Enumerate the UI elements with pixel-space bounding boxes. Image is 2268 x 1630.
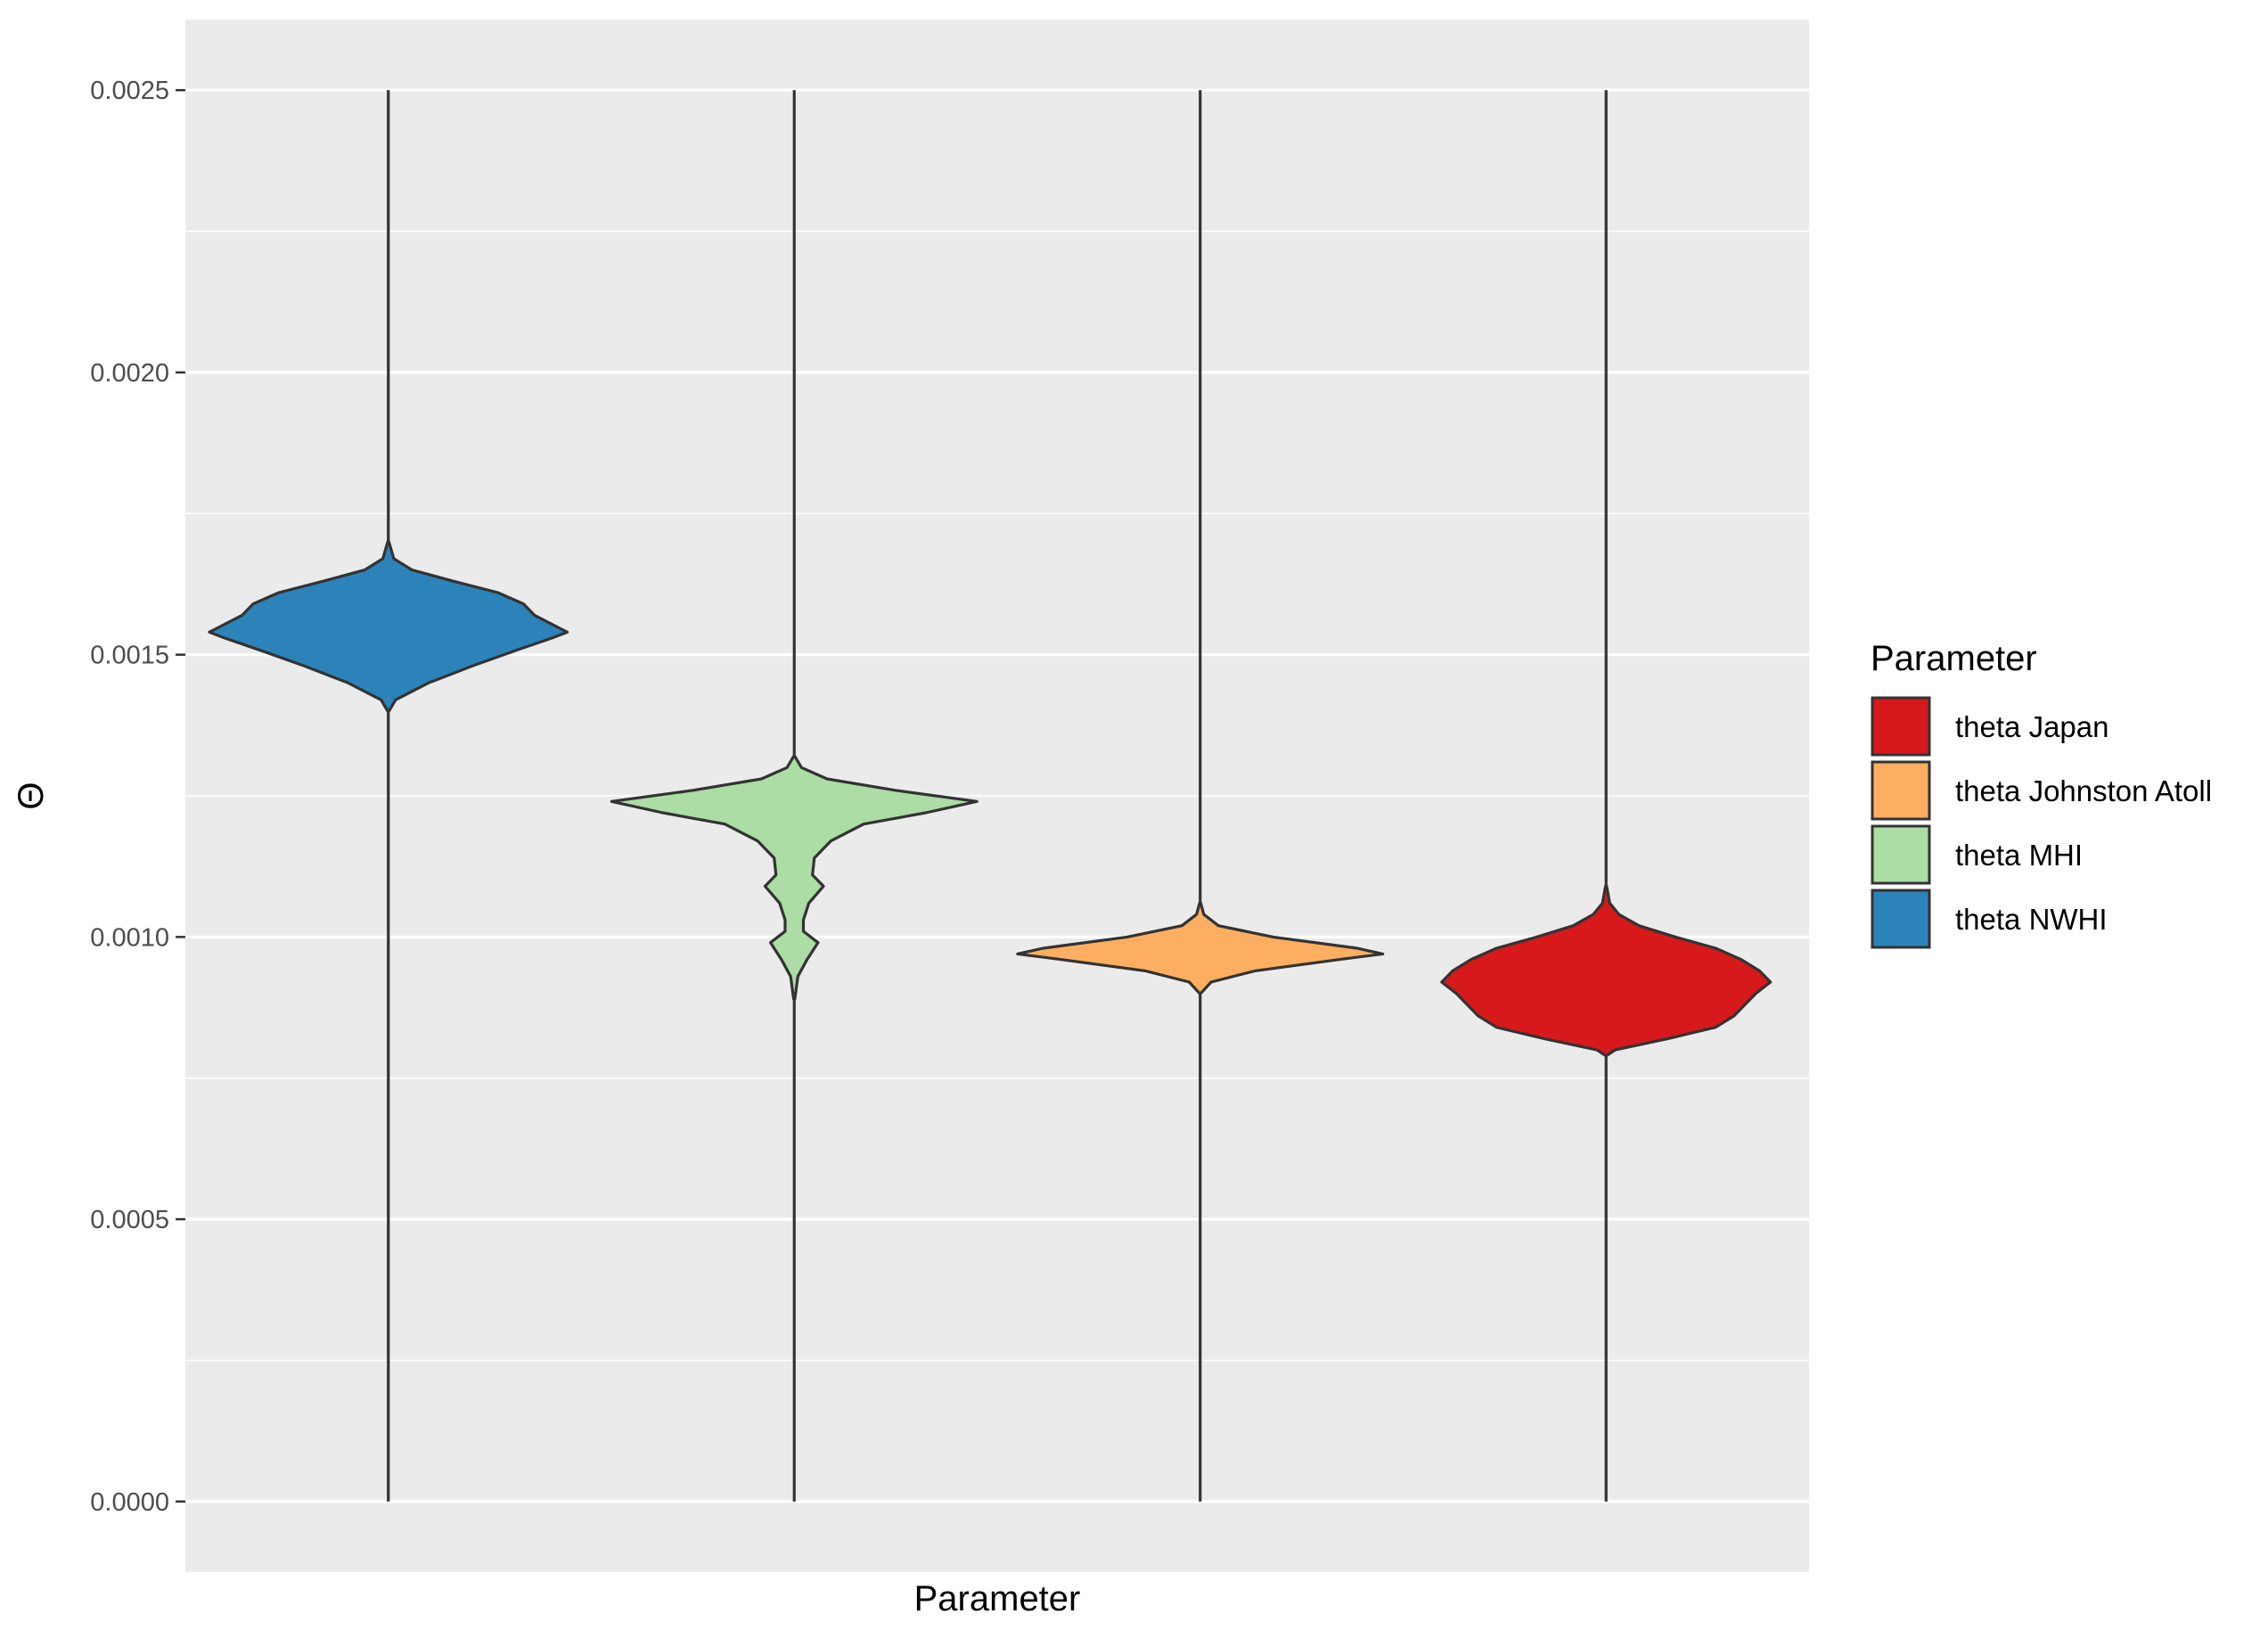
legend: Parameter theta Japan theta Johnston Atol… (1871, 639, 2212, 949)
y-axis-title: Θ (12, 782, 51, 809)
violin-theta-nwhi (208, 90, 569, 1502)
legend-swatch (1871, 889, 1931, 949)
violin-theta-japan (1440, 90, 1773, 1502)
y-tick-label: 0.0010 (90, 923, 169, 952)
y-tick-label: 0.0000 (90, 1488, 169, 1517)
legend-label: theta Japan (1955, 710, 2108, 743)
legend-swatch (1871, 696, 1931, 757)
violin-body (1016, 901, 1385, 995)
legend-label: theta Johnston Atoll (1955, 774, 2212, 807)
y-axis: 0.0000 0.0005 0.0010 0.0015 0.0020 0.0025 (90, 77, 185, 1517)
legend-title: Parameter (1871, 639, 2037, 678)
violin-theta-johnston-atoll (1016, 90, 1385, 1502)
minor-gridlines (185, 230, 1809, 1362)
y-tick-label: 0.0005 (90, 1206, 169, 1234)
violin-body (610, 755, 978, 1001)
y-tick-label: 0.0020 (90, 359, 169, 388)
y-tick-label: 0.0015 (90, 642, 169, 670)
legend-label: theta NWHI (1955, 903, 2108, 936)
violins (208, 90, 1773, 1502)
violin-theta-mhi (610, 90, 978, 1502)
y-tick-label: 0.0025 (90, 77, 169, 105)
legend-swatch (1871, 760, 1931, 821)
legend-label: theta MHI (1955, 839, 2083, 872)
legend-swatch (1871, 824, 1931, 885)
x-axis-title: Parameter (914, 1579, 1081, 1618)
violin-body (208, 540, 569, 713)
violin-body (1440, 884, 1773, 1057)
